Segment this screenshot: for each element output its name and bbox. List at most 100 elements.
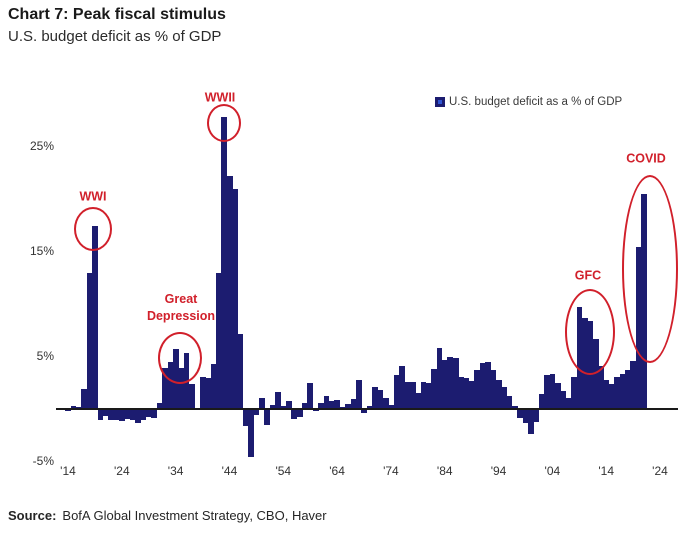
bar — [474, 369, 481, 410]
bar — [291, 409, 298, 419]
x-tick-label: '44 — [221, 464, 238, 478]
annotation-circle-great-depression — [158, 332, 202, 384]
bar — [452, 358, 459, 410]
bar — [156, 403, 163, 410]
bar — [614, 376, 621, 410]
bar — [458, 376, 464, 410]
x-tick-label: '74 — [383, 464, 399, 478]
bar — [630, 361, 637, 410]
bar — [129, 409, 136, 420]
bar — [603, 380, 610, 410]
bar — [501, 387, 508, 410]
source-text: BofA Global Investment Strategy, CBO, Ha… — [62, 508, 327, 523]
bar — [221, 116, 228, 410]
x-tick-label: '14 — [598, 464, 614, 478]
legend-label: U.S. budget deficit as a % of GDP — [449, 96, 623, 108]
bar — [598, 366, 604, 410]
bar — [372, 387, 378, 410]
bar — [70, 406, 77, 410]
x-tick-label: '24 — [652, 464, 668, 478]
bar — [495, 380, 502, 410]
bar — [253, 409, 260, 415]
bar — [415, 392, 421, 410]
x-tick-label: '54 — [275, 464, 292, 478]
x-tick-label: '84 — [436, 464, 453, 478]
bar — [189, 384, 195, 410]
bar — [102, 409, 109, 416]
bar — [318, 403, 325, 410]
y-tick-label: -5% — [32, 454, 54, 468]
bar — [388, 405, 394, 410]
bar — [162, 367, 168, 410]
annotation-label-wwii: WWII — [204, 90, 236, 105]
x-axis-line — [56, 408, 678, 410]
x-tick-label: '34 — [167, 464, 184, 478]
bar — [269, 405, 276, 410]
bar — [490, 369, 497, 410]
bar — [323, 395, 330, 410]
bar — [302, 403, 308, 410]
bar — [366, 406, 373, 410]
bar — [226, 176, 233, 410]
bar — [528, 409, 534, 434]
bar — [404, 382, 411, 410]
bar — [329, 401, 335, 410]
bar — [81, 388, 88, 410]
x-tick-label: '04 — [544, 464, 561, 478]
legend: U.S. budget deficit as a % of GDP — [435, 96, 622, 108]
chart-subtitle: U.S. budget deficit as % of GDP — [8, 28, 222, 45]
bar — [280, 406, 287, 410]
annotation-label-gfc: GFC — [574, 268, 602, 283]
bar — [124, 409, 131, 419]
bar — [108, 409, 115, 420]
y-tick-label: 25% — [29, 139, 54, 153]
bar — [420, 382, 427, 410]
x-tick-label: '24 — [113, 464, 130, 478]
annotation-circle-wwii — [207, 104, 241, 142]
bar — [350, 399, 357, 410]
bar — [113, 409, 120, 420]
bar — [86, 273, 93, 410]
bar — [549, 373, 556, 410]
bar — [377, 389, 384, 410]
bar — [555, 383, 561, 410]
bar — [479, 363, 486, 410]
bar — [571, 376, 577, 410]
bar — [135, 409, 142, 424]
bar — [296, 409, 303, 417]
y-tick-label: 15% — [29, 244, 54, 258]
bar — [355, 380, 362, 410]
bar — [97, 409, 104, 420]
bar — [436, 347, 443, 410]
y-tick-label: 5% — [36, 349, 54, 363]
bar — [199, 376, 206, 410]
bar — [533, 409, 540, 423]
bar — [167, 362, 174, 410]
bar — [285, 401, 292, 410]
bar — [178, 367, 185, 410]
bar — [361, 409, 368, 413]
bar — [382, 397, 389, 410]
bar — [538, 393, 545, 410]
bar — [560, 390, 567, 410]
x-tick-label: '14 — [60, 464, 76, 478]
bar — [140, 409, 147, 420]
x-tick-label: '64 — [329, 464, 345, 478]
bar — [151, 409, 158, 418]
bar — [398, 366, 405, 410]
legend-marker-icon — [435, 97, 445, 107]
bar — [447, 357, 454, 410]
annotation-circle-covid — [622, 175, 678, 363]
bar — [506, 395, 513, 410]
annotation-circle-gfc — [565, 289, 615, 375]
annotation-label-great-depression: Great Depression — [146, 292, 216, 323]
source-label: Source: — [8, 508, 57, 523]
bar — [517, 409, 524, 418]
bar — [511, 406, 518, 410]
bar — [625, 369, 631, 410]
bar — [608, 384, 615, 410]
bar — [264, 409, 271, 426]
bar — [334, 400, 341, 410]
bar — [237, 333, 244, 410]
bar — [275, 391, 281, 410]
